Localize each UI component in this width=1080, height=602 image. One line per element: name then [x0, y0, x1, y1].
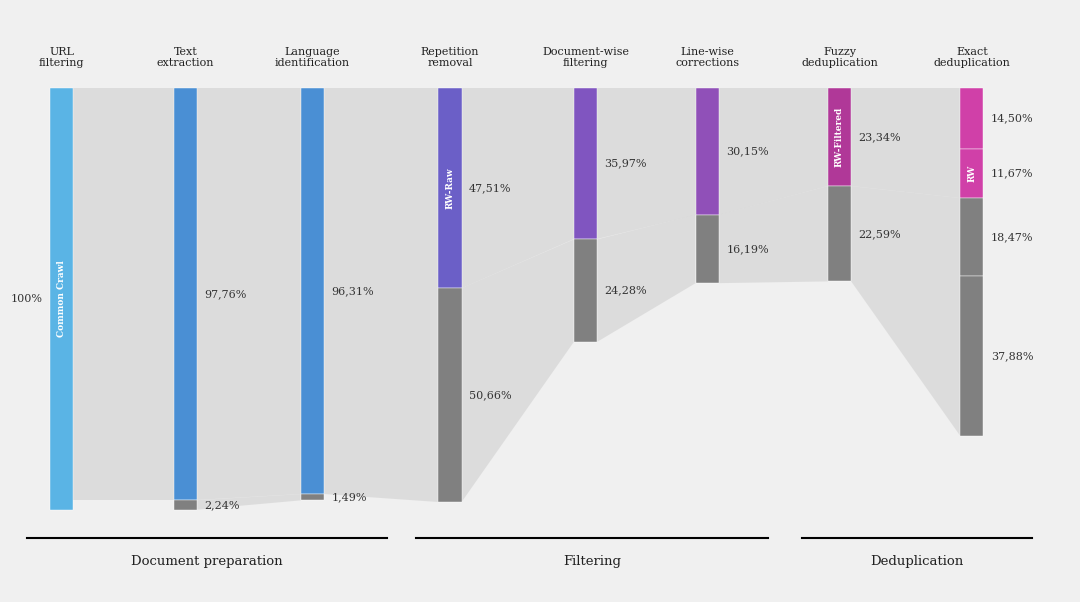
- Bar: [828, 186, 851, 281]
- Bar: [573, 87, 597, 240]
- Polygon shape: [324, 87, 438, 502]
- Text: Repetition
removal: Repetition removal: [421, 47, 480, 69]
- Text: 14,50%: 14,50%: [990, 113, 1034, 123]
- Bar: [301, 494, 324, 500]
- Text: 18,47%: 18,47%: [990, 232, 1034, 242]
- Text: Filtering: Filtering: [563, 555, 621, 568]
- Text: RW-Filtered: RW-Filtered: [835, 107, 845, 167]
- Text: Text
extraction: Text extraction: [157, 47, 214, 69]
- Text: 11,67%: 11,67%: [990, 169, 1034, 178]
- Text: 16,19%: 16,19%: [726, 244, 769, 254]
- Polygon shape: [197, 494, 301, 510]
- Text: 97,76%: 97,76%: [204, 289, 247, 299]
- Text: 47,51%: 47,51%: [469, 183, 512, 193]
- Bar: [50, 87, 73, 510]
- Text: 100%: 100%: [11, 294, 42, 303]
- Bar: [174, 500, 197, 510]
- Polygon shape: [719, 186, 828, 283]
- Text: Fuzzy
deduplication: Fuzzy deduplication: [801, 47, 878, 69]
- Bar: [696, 87, 719, 215]
- Polygon shape: [597, 87, 696, 240]
- Polygon shape: [851, 186, 960, 436]
- Bar: [960, 149, 984, 198]
- Polygon shape: [461, 240, 573, 502]
- Text: Line-wise
corrections: Line-wise corrections: [675, 47, 740, 69]
- Text: 24,28%: 24,28%: [605, 285, 647, 296]
- Polygon shape: [73, 87, 174, 500]
- Text: Language
identification: Language identification: [275, 47, 350, 69]
- Text: 30,15%: 30,15%: [726, 146, 769, 156]
- Polygon shape: [197, 87, 301, 500]
- Bar: [696, 215, 719, 283]
- Text: Document preparation: Document preparation: [131, 555, 282, 568]
- Text: RW: RW: [968, 165, 976, 182]
- Bar: [438, 87, 461, 288]
- Text: 96,31%: 96,31%: [332, 286, 374, 296]
- Bar: [960, 276, 984, 436]
- Text: 22,59%: 22,59%: [859, 229, 901, 239]
- Bar: [301, 87, 324, 494]
- Bar: [573, 240, 597, 342]
- Text: 35,97%: 35,97%: [605, 158, 647, 169]
- Bar: [828, 87, 851, 186]
- Text: Exact
deduplication: Exact deduplication: [933, 47, 1010, 69]
- Bar: [438, 288, 461, 502]
- Text: 37,88%: 37,88%: [990, 351, 1034, 361]
- Text: 1,49%: 1,49%: [332, 492, 367, 502]
- Text: Deduplication: Deduplication: [870, 555, 963, 568]
- Text: URL
filtering: URL filtering: [39, 47, 84, 69]
- Polygon shape: [851, 87, 960, 198]
- Polygon shape: [461, 87, 573, 288]
- Text: 2,24%: 2,24%: [204, 500, 240, 510]
- Polygon shape: [719, 87, 828, 215]
- Text: RW-Raw: RW-Raw: [446, 167, 455, 209]
- Bar: [960, 87, 984, 149]
- Text: Document-wise
filtering: Document-wise filtering: [542, 47, 629, 69]
- Bar: [960, 198, 984, 276]
- Text: 23,34%: 23,34%: [859, 132, 901, 142]
- Bar: [174, 87, 197, 500]
- Polygon shape: [597, 215, 696, 342]
- Text: 50,66%: 50,66%: [469, 390, 512, 400]
- Text: Common Crawl: Common Crawl: [57, 260, 66, 337]
